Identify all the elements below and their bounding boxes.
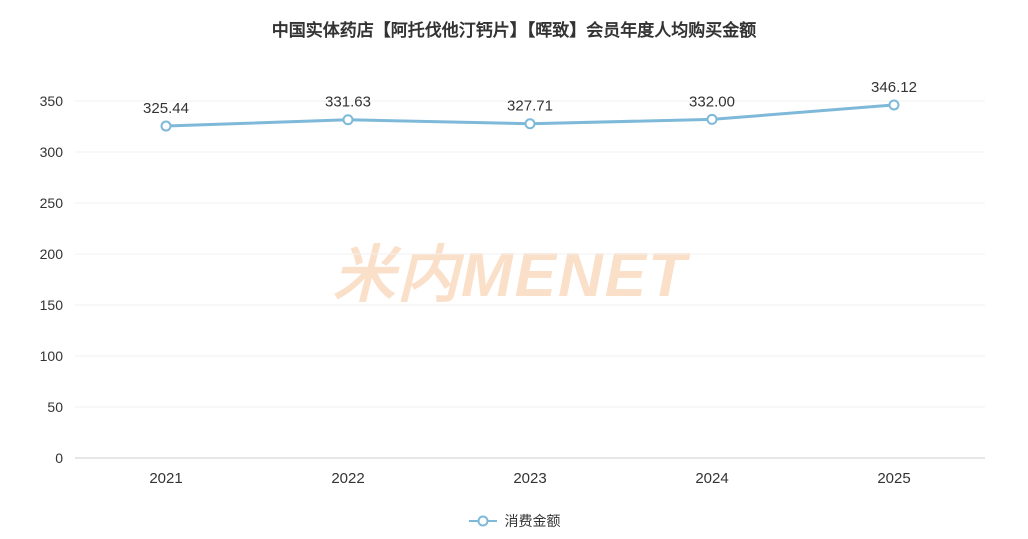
y-tick-label: 250 — [40, 195, 64, 211]
data-point[interactable] — [524, 118, 536, 130]
chart-title: 中国实体药店【阿托伐他汀钙片】【晖致】会员年度人均购买金额 — [271, 21, 757, 40]
data-point[interactable] — [888, 99, 900, 111]
y-tick-label: 300 — [40, 144, 64, 160]
x-tick-label: 2025 — [877, 470, 910, 487]
y-tick-label: 0 — [55, 450, 63, 466]
data-point[interactable] — [342, 114, 354, 126]
x-tick-label: 2021 — [149, 470, 182, 487]
legend-label: 消费金额 — [504, 513, 561, 529]
x-tick-label: 2022 — [331, 470, 364, 487]
y-tick-label: 150 — [40, 297, 64, 313]
x-tick-label: 2024 — [695, 470, 728, 487]
data-label: 331.63 — [325, 94, 371, 111]
data-label: 346.12 — [871, 79, 917, 96]
x-tick-label: 2023 — [513, 470, 546, 487]
data-label: 327.71 — [507, 98, 553, 115]
legend-item[interactable]: 消费金额 — [0, 511, 1028, 531]
y-tick-label: 350 — [40, 93, 64, 109]
y-tick-label: 50 — [47, 399, 63, 415]
data-point[interactable] — [706, 113, 718, 125]
data-label: 325.44 — [143, 100, 189, 117]
data-point[interactable] — [160, 120, 172, 132]
line-chart-plot: 0 50 100 150 200 250 300 350 2021 2022 2023 2024 202… — [40, 79, 985, 487]
y-tick-label: 100 — [40, 348, 64, 364]
legend-line-marker-icon — [468, 515, 497, 527]
data-label: 332.00 — [689, 93, 735, 110]
y-tick-label: 200 — [40, 246, 64, 262]
